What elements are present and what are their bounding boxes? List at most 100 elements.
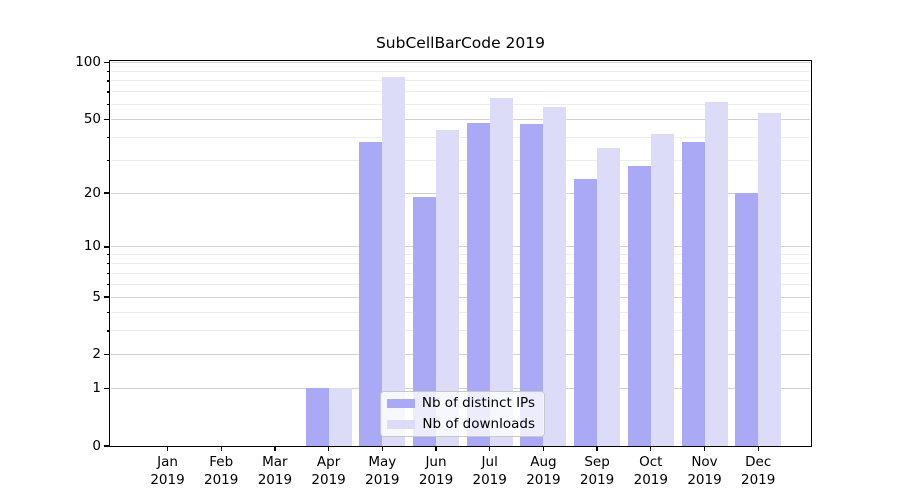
y-minor-tick-mark-9 xyxy=(106,254,110,256)
bar-downloads-jul xyxy=(489,97,513,446)
x-tick-label-nov: Nov 2019 xyxy=(687,454,722,488)
gridline-major-1 xyxy=(111,387,810,389)
gridline-minor-4 xyxy=(111,311,810,313)
x-tick-label-dec: Dec 2019 xyxy=(741,454,776,488)
y-minor-tick-mark-90 xyxy=(106,70,110,72)
gridline-major-2 xyxy=(111,354,810,356)
x-tick-mark-may xyxy=(381,446,383,451)
gridline-minor-60 xyxy=(111,104,810,106)
x-tick-mark-jul xyxy=(489,446,491,451)
y-minor-tick-mark-3 xyxy=(106,330,110,332)
x-tick-label-mar: Mar 2019 xyxy=(257,454,293,488)
gridline-major-100 xyxy=(111,62,810,64)
y-tick-label-5: 5 xyxy=(92,288,101,305)
y-minor-tick-mark-7 xyxy=(106,272,110,274)
legend-label-downloads: Nb of downloads xyxy=(422,416,535,432)
gridline-minor-3 xyxy=(111,330,810,332)
x-tick-label-jan: Jan 2019 xyxy=(150,454,185,488)
y-tick-label-10: 10 xyxy=(83,238,101,255)
gridline-minor-8 xyxy=(111,262,810,264)
gridline-minor-80 xyxy=(111,80,810,82)
bar-downloads-jun xyxy=(436,129,459,446)
bar-downloads-nov xyxy=(704,101,728,446)
x-tick-label-aug: Aug 2019 xyxy=(526,454,561,488)
x-tick-mark-mar xyxy=(274,446,276,451)
gridline-major-10 xyxy=(111,246,810,248)
x-tick-label-oct: Oct 2019 xyxy=(633,454,668,488)
gridline-major-20 xyxy=(111,192,810,194)
chart-title: SubCellBarCode 2019 xyxy=(375,34,546,52)
gridline-minor-90 xyxy=(111,70,810,72)
x-tick-label-jun: Jun 2019 xyxy=(418,454,454,488)
bar-distinct-ips-apr xyxy=(305,388,329,446)
y-tick-label-1: 1 xyxy=(92,379,101,396)
y-tick-label-0: 0 xyxy=(92,437,101,454)
y-minor-tick-mark-70 xyxy=(106,91,110,93)
y-tick-mark-100 xyxy=(104,61,110,64)
y-tick-mark-1 xyxy=(104,387,110,390)
gridline-minor-6 xyxy=(111,283,810,285)
y-tick-mark-2 xyxy=(104,354,110,356)
x-tick-label-apr: Apr 2019 xyxy=(311,454,346,488)
y-minor-tick-mark-4 xyxy=(106,311,110,313)
bar-distinct-ips-sep xyxy=(574,178,598,446)
x-tick-mark-oct xyxy=(650,446,652,451)
bar-downloads-may xyxy=(382,76,406,446)
x-tick-label-may: May 2019 xyxy=(365,454,400,488)
gridline-minor-70 xyxy=(111,91,810,93)
y-minor-tick-mark-6 xyxy=(106,283,110,286)
y-tick-mark-10 xyxy=(104,246,110,248)
bar-distinct-ips-aug xyxy=(520,124,544,446)
y-tick-mark-50 xyxy=(104,118,110,121)
gridline-minor-30 xyxy=(111,160,810,162)
y-tick-mark-5 xyxy=(104,296,110,298)
x-tick-mark-apr xyxy=(327,446,330,451)
x-tick-mark-sep xyxy=(596,446,598,451)
y-minor-tick-mark-60 xyxy=(106,103,110,106)
y-tick-mark-0 xyxy=(104,445,110,447)
y-minor-tick-mark-30 xyxy=(106,160,110,162)
gridline-major-50 xyxy=(111,118,810,120)
bar-downloads-sep xyxy=(597,148,621,446)
x-tick-mark-jan xyxy=(166,446,169,451)
gridline-major-5 xyxy=(111,296,810,298)
bar-distinct-ips-jun xyxy=(413,197,436,446)
legend: Nb of distinct IPs Nb of downloads xyxy=(380,391,545,437)
x-tick-mark-nov xyxy=(703,446,706,451)
y-tick-label-100: 100 xyxy=(75,54,101,71)
legend-label-distinct-ips: Nb of distinct IPs xyxy=(421,395,535,411)
x-tick-label-feb: Feb 2019 xyxy=(204,454,239,488)
y-minor-tick-mark-40 xyxy=(106,136,110,139)
y-minor-tick-mark-8 xyxy=(106,262,110,265)
legend-swatch-distinct-ips xyxy=(387,398,415,409)
gridline-minor-9 xyxy=(111,254,810,256)
bar-distinct-ips-nov xyxy=(681,141,705,446)
x-tick-label-jul: Jul 2019 xyxy=(472,454,507,488)
legend-item-distinct-ips: Nb of distinct IPs xyxy=(387,395,535,412)
x-tick-mark-feb xyxy=(220,446,222,451)
legend-swatch-downloads xyxy=(387,419,415,430)
bar-distinct-ips-dec xyxy=(735,193,759,446)
bar-distinct-ips-jul xyxy=(466,122,490,446)
y-tick-label-50: 50 xyxy=(83,110,101,127)
y-tick-mark-20 xyxy=(104,192,110,194)
x-tick-mark-dec xyxy=(757,446,759,451)
bar-downloads-aug xyxy=(543,107,567,446)
x-tick-label-sep: Sep 2019 xyxy=(579,454,615,488)
y-tick-label-2: 2 xyxy=(92,346,101,363)
y-tick-label-20: 20 xyxy=(83,184,101,201)
bar-distinct-ips-oct xyxy=(627,166,651,446)
bar-downloads-oct xyxy=(650,133,674,446)
gridline-minor-7 xyxy=(111,272,810,274)
gridline-minor-40 xyxy=(111,137,810,139)
y-minor-tick-mark-80 xyxy=(106,80,110,82)
x-tick-mark-jun xyxy=(435,446,437,451)
bar-downloads-apr xyxy=(328,388,352,446)
x-tick-mark-aug xyxy=(542,446,545,451)
bar-distinct-ips-may xyxy=(359,141,383,446)
bar-downloads-dec xyxy=(758,113,782,446)
